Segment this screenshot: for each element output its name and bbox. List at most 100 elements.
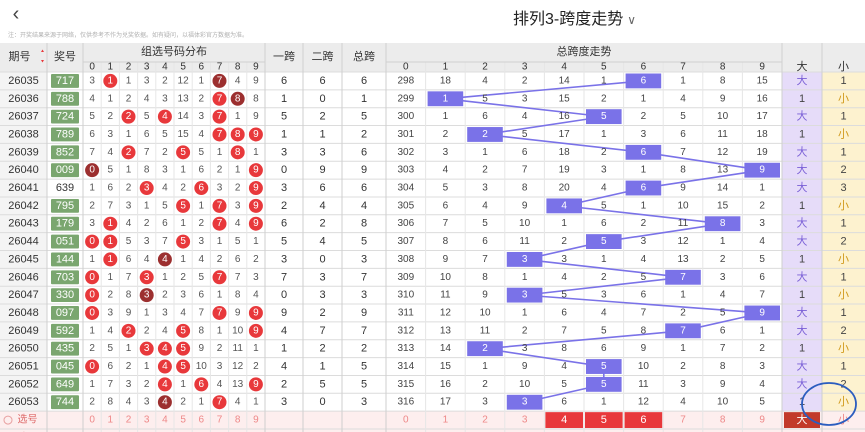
small-cell-bg	[822, 232, 865, 251]
select-digit-option[interactable]: 4	[162, 415, 168, 426]
drawn-digit: 7	[217, 111, 223, 122]
select-span-option[interactable]: 3	[522, 415, 528, 426]
drawn-digit: 7	[217, 200, 223, 211]
select-digit-option[interactable]: 9	[253, 415, 259, 426]
drawn-digit: 1	[108, 236, 114, 247]
trend-miss-count: 6	[601, 343, 607, 354]
miss-count: 5	[235, 236, 241, 247]
miss-count: 3	[89, 75, 95, 86]
miss-count: 1	[180, 379, 186, 390]
small-value: 1	[840, 218, 846, 230]
sort-up-icon[interactable]	[41, 49, 44, 53]
select-radio-icon[interactable]	[3, 415, 13, 425]
span-hit-box	[744, 305, 780, 321]
trend-miss-count: 3	[759, 361, 765, 372]
issue-cell-bg	[0, 125, 47, 144]
drawn-digit: 6	[199, 379, 205, 390]
trend-miss-count: 8	[561, 343, 567, 354]
big-cell-bg	[782, 107, 822, 126]
trend-miss-count: 8	[482, 272, 488, 283]
miss-count: 2	[235, 183, 241, 194]
select-digit-option[interactable]: 6	[199, 415, 205, 426]
trend-miss-count: 4	[601, 183, 607, 194]
trend-miss-count: 11	[638, 379, 649, 390]
selected-span-option[interactable]: 5	[601, 414, 607, 426]
prize-bg	[51, 341, 79, 356]
span2-value: 1	[319, 128, 325, 140]
miss-count: 3	[199, 236, 205, 247]
small-cell-bg	[822, 375, 865, 394]
selected-span-option[interactable]: 6	[640, 414, 646, 426]
span-hit-box	[586, 109, 622, 125]
trend-miss-count: 1	[522, 307, 528, 318]
span-total-value: 3	[361, 396, 367, 408]
table-row	[0, 250, 865, 269]
miss-count: 4	[144, 93, 150, 104]
select-digit-option[interactable]: 2	[126, 415, 132, 426]
trend-miss-count: 8	[641, 325, 647, 336]
trend-miss-count: 5	[759, 254, 765, 265]
select-span-option[interactable]: 9	[759, 415, 765, 426]
span2-value: 0	[319, 396, 325, 408]
miss-count: 12	[178, 75, 190, 86]
trend-miss-count: 301	[397, 129, 414, 140]
drawn-digit: 8	[235, 129, 241, 140]
big-cell-bg	[782, 161, 822, 180]
trend-miss-count: 9	[720, 93, 726, 104]
drawn-digit-ball	[212, 216, 227, 231]
miss-count: 9	[235, 307, 241, 318]
trend-miss-count: 4	[482, 200, 488, 211]
trend-miss-count: 314	[397, 361, 414, 372]
chevron-down-icon[interactable]: ∨	[627, 13, 637, 27]
span-trend-table: 期号 奖号 组选号码分布 一跨 二跨 总跨 总跨度走势大小 0 1 2 3 4 5 6 7 8 9 0 1 2 3 4 5 6…	[0, 43, 865, 432]
trend-miss-count: 3	[680, 379, 686, 390]
selected-span-box[interactable]	[585, 412, 623, 428]
trend-miss-count: 16	[559, 111, 571, 122]
trend-miss-count: 9	[522, 200, 528, 211]
span-hit-value: 9	[759, 165, 765, 176]
select-span-option[interactable]: 2	[482, 415, 488, 426]
select-span-option[interactable]: 7	[680, 415, 686, 426]
issue-cell-bg	[0, 196, 47, 215]
col-header-small: 小	[838, 60, 849, 73]
miss-count: 1	[217, 147, 223, 158]
selected-big-box[interactable]	[784, 412, 820, 428]
select-digit-option[interactable]: 3	[144, 415, 150, 426]
selected-span-box[interactable]	[545, 412, 583, 428]
select-span-option[interactable]: 0	[403, 415, 409, 426]
span-hit-value: 6	[641, 75, 647, 86]
drawn-digit-ball	[85, 270, 100, 285]
drawn-digit-ball	[176, 359, 191, 374]
trend-miss-count: 14	[559, 75, 571, 86]
dist-digit-header: 3	[144, 62, 150, 73]
back-chevron-icon[interactable]: ‹	[12, 3, 20, 25]
big-value: 大	[797, 376, 808, 390]
table-row	[0, 357, 865, 376]
issue-number: 26037	[8, 111, 39, 123]
select-digit-option[interactable]: 8	[235, 415, 241, 426]
select-span-option[interactable]: 8	[720, 415, 726, 426]
page-title[interactable]: 排列3-跨度走势 ∨	[513, 5, 636, 29]
select-span-option[interactable]: 1	[443, 415, 449, 426]
trend-miss-count: 16	[757, 93, 769, 104]
select-digit-option[interactable]: 7	[217, 415, 223, 426]
select-digit-option[interactable]: 0	[89, 415, 95, 426]
trend-miss-count: 18	[559, 147, 571, 158]
trend-col-header: 4	[561, 62, 567, 73]
select-big-option[interactable]: 大	[797, 412, 808, 426]
trend-miss-count: 2	[561, 236, 567, 247]
select-digit-option[interactable]: 1	[108, 415, 114, 426]
select-row-label[interactable]: 选号	[18, 413, 38, 426]
prize-number: 045	[56, 361, 74, 373]
trend-miss-count: 6	[522, 147, 528, 158]
select-digit-option[interactable]: 5	[180, 415, 186, 426]
selected-span-box[interactable]	[624, 412, 663, 428]
selected-span-option[interactable]: 4	[561, 414, 567, 426]
sort-down-icon[interactable]	[41, 60, 44, 63]
select-small-option[interactable]: 小	[838, 413, 849, 426]
miss-count: 2	[144, 218, 150, 229]
trend-miss-count: 4	[641, 254, 647, 265]
col-header-issue[interactable]: 期号	[9, 50, 31, 63]
issue-cell-bg	[0, 72, 47, 90]
drawn-digit-ball	[121, 109, 136, 124]
